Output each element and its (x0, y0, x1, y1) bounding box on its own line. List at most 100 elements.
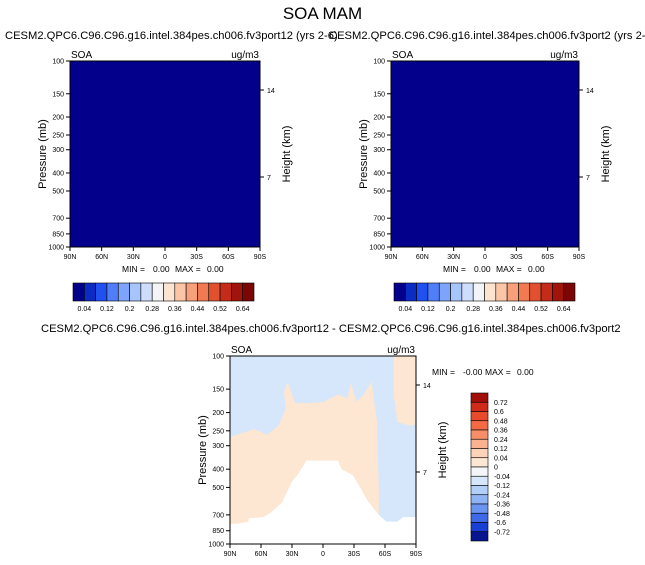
panel1-y2tick-label: 14 (267, 88, 275, 95)
panel1-max-value: 0.00 (207, 264, 224, 274)
panel3-colorbar-cell (470, 411, 489, 422)
panel1-ytick-label: 400 (52, 170, 64, 177)
panel2-colorbar-cell (438, 282, 451, 302)
panel1-max-label: MAX = (175, 264, 201, 274)
panel2-ylabel: Pressure (mb) (358, 119, 370, 189)
panel3-ytick-label: 200 (212, 410, 224, 417)
panel2-colorbar-cell (563, 282, 576, 302)
panel1-colorbar-cell (219, 282, 232, 302)
panel1-colorbar-cell (174, 282, 187, 302)
panel2-y2tick-label: 7 (586, 175, 590, 182)
panel1-xtick-label: 90N (64, 254, 77, 261)
panel2-max-label: MAX = (496, 264, 522, 274)
panel1-colorbar-label: 0.52 (213, 306, 227, 313)
panel3-colorbar-cell (470, 438, 489, 449)
panel2-xtick-label: 30S (510, 254, 523, 261)
panel2-colorbar-cell (472, 282, 485, 302)
panel3-title: CESM2.QPC6.C96.C96.g16.intel.384pes.ch00… (41, 323, 621, 335)
panel3-xtick-label: 90S (410, 551, 423, 558)
panel3-colorbar-cell (470, 448, 489, 459)
panel2-ytick-label: 300 (373, 147, 385, 154)
panel1-colorbar-cell (208, 282, 221, 302)
page-title: SOA MAM (282, 4, 363, 23)
panel1-colorbar-label: 0.04 (78, 306, 92, 313)
panel1-colorbar-label: 0.64 (236, 306, 250, 313)
panel3-ytick-label: 850 (212, 528, 224, 535)
panel3-xtick-label: 30S (348, 551, 361, 558)
panel2-colorbar-cell (393, 282, 406, 302)
panel3-region-positive-right (393, 356, 416, 426)
panel3-y2tick-label: 7 (423, 470, 427, 477)
panel2-ytick-label: 200 (373, 114, 385, 121)
panel3-colorbar-cell (470, 475, 489, 486)
panel3-xtick-label: 60N (255, 551, 268, 558)
panel3-left-label: SOA (231, 345, 252, 356)
panel3-min-label: MIN = (432, 367, 455, 377)
panel3-colorbar-cell (470, 429, 489, 440)
panel1-xtick-label: 60N (95, 254, 108, 261)
panel3-xtick-label: 30N (286, 551, 299, 558)
panel1-y2tick-label: 7 (267, 175, 271, 182)
panel3-colorbar-label: -0.24 (494, 492, 510, 499)
panel1-colorbar-cell (117, 282, 130, 302)
panel2-colorbar-cell (529, 282, 542, 302)
panel1-colorbar-cell (242, 282, 255, 302)
panel1-colorbar-cell (106, 282, 119, 302)
panel1-title: CESM2.QPC6.C96.C96.g16.intel.384pes.ch00… (5, 30, 338, 42)
panel1-colorbar-cell (163, 282, 176, 302)
panel1-ytick-label: 500 (52, 189, 64, 196)
panel3-colorbar-cell (470, 485, 489, 496)
panel3-colorbar-label: 0 (494, 465, 498, 472)
panel2-colorbar-cell (450, 282, 463, 302)
panel1-ytick-label: 850 (52, 231, 64, 238)
panel1-left-label: SOA (71, 50, 92, 61)
panel2-field (391, 61, 579, 247)
panel3-colorbar-label: -0.36 (494, 502, 510, 509)
panel1-ytick-label: 1000 (48, 245, 64, 252)
panel3-ytick-label: 500 (212, 485, 224, 492)
panel3-colorbar-label: 0.48 (494, 418, 508, 425)
panel1-xtick-label: 90S (254, 254, 267, 261)
panel1-colorbar-label: 0.2 (125, 306, 135, 313)
panel1-colorbar-cell (72, 282, 85, 302)
panel1-colorbar-cell (185, 282, 198, 302)
panel2-colorbar-cell (484, 282, 497, 302)
panel2-colorbar-label: 0.44 (512, 306, 526, 313)
panel2-xtick-label: 30N (447, 254, 460, 261)
panel3-colorbar-cell (470, 457, 489, 468)
panel2-ytick-label: 250 (373, 133, 385, 140)
panel3-y2tick-label: 14 (423, 383, 431, 390)
panel2-colorbar-label: 0.28 (466, 306, 480, 313)
panel3-colorbar-label: -0.48 (494, 511, 510, 518)
panel1-colorbar-cell (197, 282, 210, 302)
panel2-y2tick-label: 14 (586, 88, 594, 95)
panel1-ytick-label: 700 (52, 216, 64, 223)
panel1-right-label: ug/m3 (231, 50, 259, 61)
panel2-colorbar-cell (427, 282, 440, 302)
panel2-xtick-label: 90N (385, 254, 398, 261)
panel2-xtick-label: 90S (573, 254, 586, 261)
panel3-ylabel: Pressure (mb) (197, 415, 209, 485)
panel3-colorbar-cell (470, 522, 489, 533)
panel2-xtick-label: 0 (483, 254, 487, 261)
panel1-ytick-label: 100 (52, 59, 64, 66)
panel2-ytick-label: 100 (373, 59, 385, 66)
panel2-colorbar-cell (552, 282, 564, 302)
panel1-min-label: MIN = (122, 264, 145, 274)
panel1-xtick-label: 30N (127, 254, 140, 261)
panel2-ytick-label: 1000 (369, 245, 385, 252)
panel3-colorbar-label: 0.72 (494, 400, 508, 407)
panel1-ytick-label: 250 (52, 133, 64, 140)
panel2-max-value: 0.00 (528, 264, 545, 274)
panel2-right-label: ug/m3 (550, 50, 578, 61)
panel1-colorbar-cell (129, 282, 142, 302)
panel3-colorbar-label: -0.04 (494, 474, 510, 481)
panel1-colorbar-label: 0.28 (145, 306, 159, 313)
panel3-colorbar-cell (470, 420, 489, 431)
panel2-ytick-label: 700 (373, 216, 385, 223)
panel3-ytick-label: 250 (212, 428, 224, 435)
panel3-colorbar-label: 0.24 (494, 437, 508, 444)
panel2-ytick-label: 400 (373, 170, 385, 177)
panel1-min-value: 0.00 (153, 264, 170, 274)
